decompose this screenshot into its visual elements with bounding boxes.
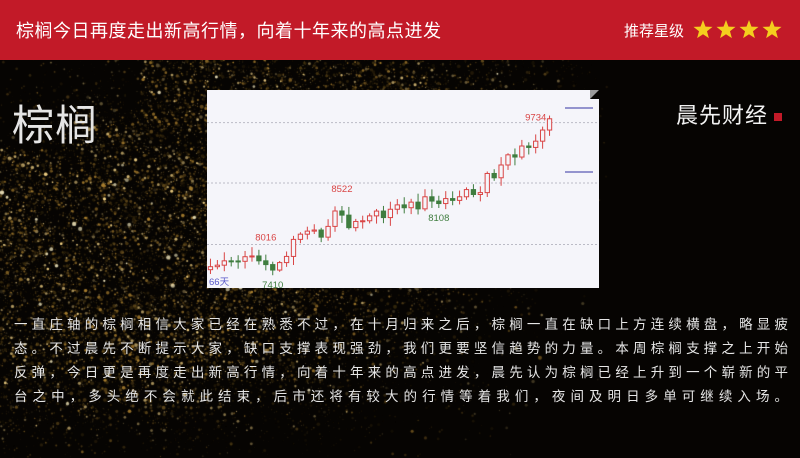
svg-text:8522: 8522 [331,184,352,195]
svg-text:8108: 8108 [428,213,449,224]
svg-text:8016: 8016 [255,233,276,244]
svg-text:66天: 66天 [209,277,230,288]
svg-text:7410: 7410 [262,280,283,288]
svg-text:9734: 9734 [525,112,546,123]
